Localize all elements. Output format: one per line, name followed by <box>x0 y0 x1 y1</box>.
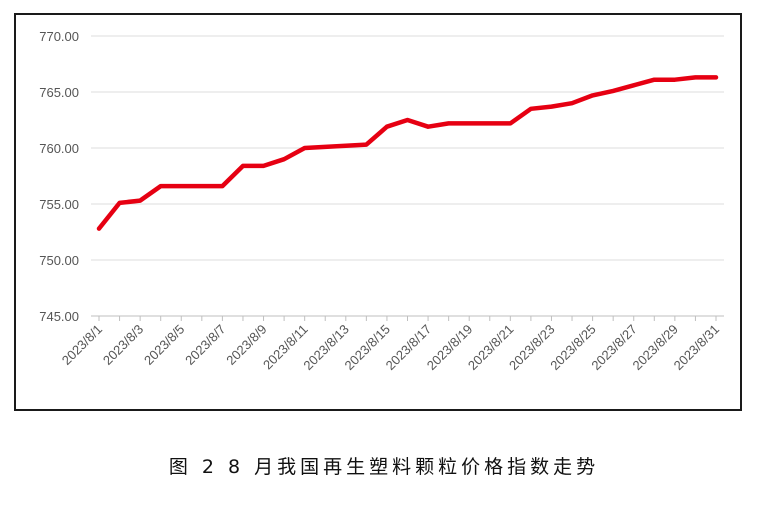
y-tick-label: 770.00 <box>39 29 79 44</box>
x-tick-label: 2023/8/3 <box>100 322 146 368</box>
y-tick-label: 760.00 <box>39 141 79 156</box>
y-tick-label: 755.00 <box>39 197 79 212</box>
chart-frame: 745.00 750.00 755.00 760.00 765.00 770.00 2023… <box>14 13 742 411</box>
y-tick-label: 765.00 <box>39 85 79 100</box>
figure-caption: 图 2 8 月我国再生塑料颗粒价格指数走势 <box>168 456 600 478</box>
price-index-chart: 745.00 750.00 755.00 760.00 765.00 770.00 2023… <box>39 29 724 374</box>
x-tick-label: 2023/8/31 <box>671 322 723 374</box>
x-tick-label: 2023/8/7 <box>182 322 228 368</box>
y-tick-label: 750.00 <box>39 253 79 268</box>
x-tick-label: 2023/8/5 <box>141 322 187 368</box>
y-tick-label: 745.00 <box>39 309 79 324</box>
x-tick-label: 2023/8/1 <box>59 322 105 368</box>
series-line <box>96 75 719 231</box>
